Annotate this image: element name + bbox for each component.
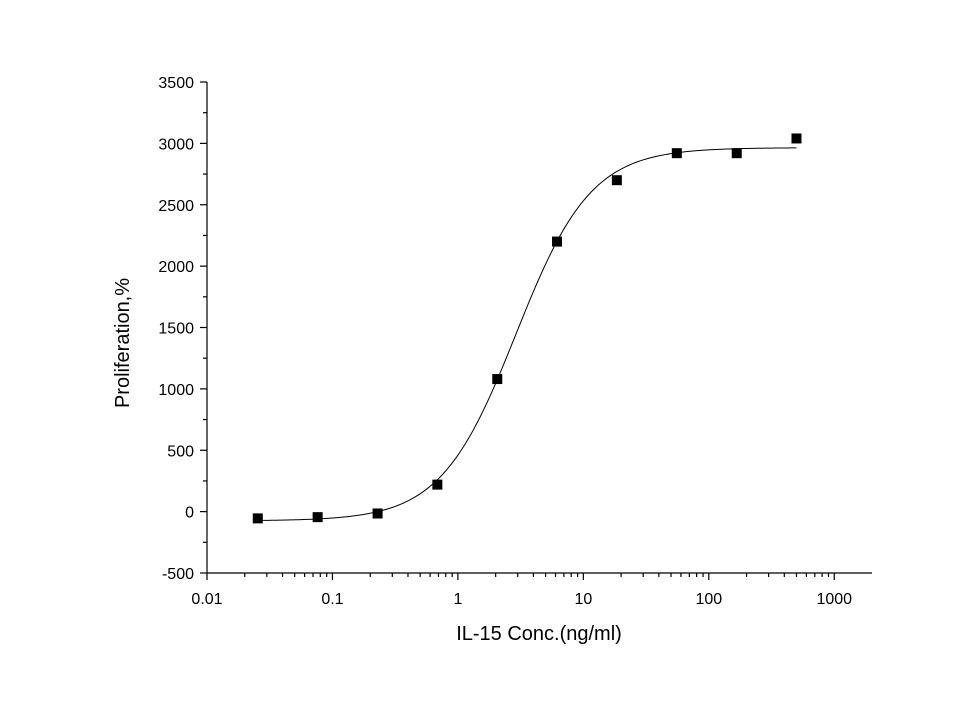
y-axis-title: Proliferation,%: [112, 278, 134, 408]
fit-layer: [257, 147, 797, 521]
data-point: [252, 513, 263, 524]
y-tick-label: 1000: [158, 382, 194, 399]
y-tick-label: 2000: [158, 259, 194, 276]
y-tick-label: 3500: [158, 75, 194, 92]
x-tick-label: 0.01: [191, 591, 222, 608]
y-tick-label: -500: [162, 566, 194, 583]
y-tick-label: 1500: [158, 321, 194, 338]
x-tick-label: 10: [574, 591, 592, 608]
data-point: [372, 508, 383, 519]
data-point: [552, 236, 563, 247]
points-layer: [252, 133, 802, 524]
data-point: [791, 133, 802, 144]
x-tick-label: 100: [695, 591, 722, 608]
y-axis: -500 0 500 1000 1500 2000 2500 3000 3500: [158, 75, 208, 583]
x-axis-title: IL-15 Conc.(ng/ml): [456, 623, 622, 645]
data-point: [432, 479, 443, 490]
data-point: [611, 175, 622, 186]
x-tick-label: 1000: [816, 591, 852, 608]
y-tick-label: 3000: [158, 136, 194, 153]
y-tick-label: 500: [167, 443, 194, 460]
x-axis: 0.01 0.1 1 10 100 1000: [191, 572, 872, 608]
y-tick-label: 0: [185, 505, 194, 522]
fit-curve: [257, 147, 797, 521]
data-point: [312, 512, 323, 523]
x-tick-label: 0.1: [321, 591, 343, 608]
data-point: [731, 148, 742, 159]
data-point: [492, 374, 503, 385]
y-tick-label: 2500: [158, 198, 194, 215]
data-point: [671, 148, 682, 159]
x-tick-label: 1: [453, 591, 462, 608]
